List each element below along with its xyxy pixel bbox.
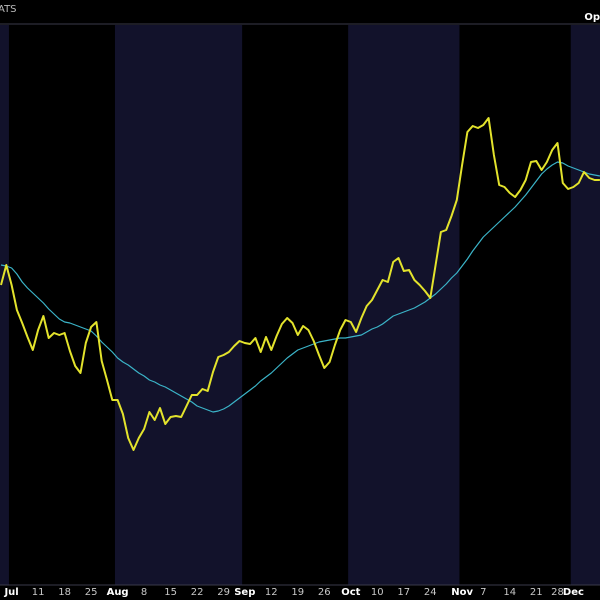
x-tick-label: 12 xyxy=(265,587,278,598)
month-band xyxy=(570,25,600,585)
x-tick-label: 26 xyxy=(318,587,331,598)
x-tick-label: 7 xyxy=(480,587,486,598)
x-tick-label: 15 xyxy=(164,587,177,598)
header-label: Op xyxy=(584,12,600,23)
x-tick-label: 8 xyxy=(141,587,147,598)
month-band xyxy=(114,25,243,585)
x-tick-label: 19 xyxy=(291,587,304,598)
header-label: ATS xyxy=(0,4,17,15)
month-band xyxy=(348,25,460,585)
month-band xyxy=(0,25,9,585)
x-tick-label: Oct xyxy=(341,587,360,598)
x-tick-label: Dec xyxy=(563,587,584,598)
x-tick-label: 22 xyxy=(191,587,204,598)
x-tick-label: 17 xyxy=(397,587,410,598)
x-tick-label: 14 xyxy=(503,587,516,598)
x-tick-label: 21 xyxy=(530,587,543,598)
series-line xyxy=(0,117,600,451)
x-tick-label: 25 xyxy=(85,587,98,598)
x-tick-label: 24 xyxy=(424,587,437,598)
series-line xyxy=(0,161,600,413)
x-tick-label: 18 xyxy=(58,587,71,598)
x-tick-label: Aug xyxy=(107,587,129,598)
x-tick-label: Jul xyxy=(3,587,18,598)
x-tick-label: 28 xyxy=(551,587,564,598)
x-tick-label: 11 xyxy=(32,587,45,598)
x-tick-label: Nov xyxy=(451,587,473,598)
x-tick-label: Sep xyxy=(234,587,255,598)
x-tick-label: 29 xyxy=(217,587,230,598)
x-tick-label: 10 xyxy=(371,587,384,598)
